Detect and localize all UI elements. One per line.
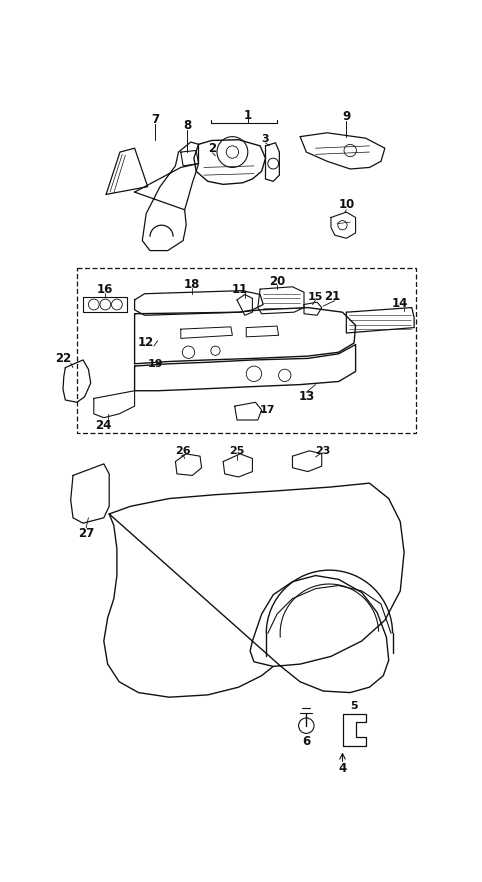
Text: 8: 8: [183, 118, 191, 131]
Text: 22: 22: [55, 352, 71, 365]
Text: 14: 14: [392, 297, 408, 310]
Text: 16: 16: [97, 282, 114, 295]
Text: 19: 19: [147, 359, 163, 369]
Text: 9: 9: [342, 110, 350, 123]
Text: 3: 3: [262, 134, 269, 144]
Text: 4: 4: [338, 761, 347, 774]
Text: 11: 11: [232, 282, 248, 295]
Text: 10: 10: [338, 198, 354, 211]
Text: 5: 5: [350, 701, 358, 712]
Text: 17: 17: [260, 405, 276, 415]
Text: 13: 13: [298, 391, 314, 403]
Text: 25: 25: [229, 445, 245, 456]
Text: 18: 18: [184, 278, 201, 291]
Text: 21: 21: [324, 290, 341, 303]
Text: 23: 23: [316, 445, 331, 456]
Text: 20: 20: [269, 275, 285, 288]
Text: 15: 15: [308, 292, 323, 302]
Text: 7: 7: [151, 113, 160, 126]
Text: 6: 6: [302, 735, 310, 748]
Bar: [77, 267, 415, 433]
Text: 27: 27: [78, 527, 94, 540]
Text: 26: 26: [175, 445, 191, 456]
Text: 1: 1: [244, 109, 252, 123]
Text: 2: 2: [208, 142, 216, 154]
Text: 12: 12: [138, 337, 154, 349]
Text: 24: 24: [95, 419, 112, 432]
